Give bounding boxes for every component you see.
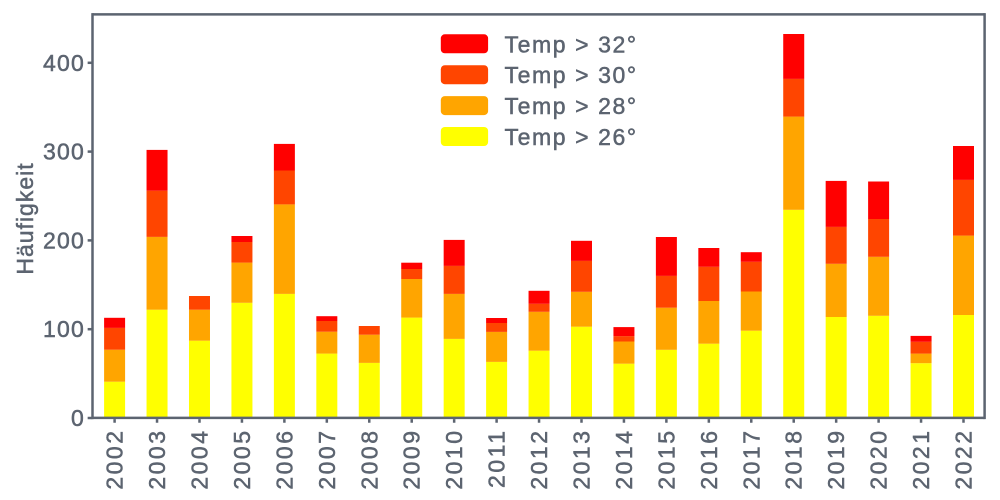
svg-text:2014: 2014 [611,429,637,490]
svg-text:2020: 2020 [866,429,892,490]
svg-text:2002: 2002 [102,429,128,490]
svg-text:Temp > 28°: Temp > 28° [505,93,638,119]
svg-text:2005: 2005 [229,429,255,490]
svg-text:Temp > 30°: Temp > 30° [505,62,638,88]
svg-text:2022: 2022 [951,429,977,490]
svg-text:200: 200 [43,227,85,253]
svg-text:2013: 2013 [569,429,595,490]
svg-text:2016: 2016 [696,429,722,490]
svg-text:2009: 2009 [399,429,425,490]
svg-text:2007: 2007 [314,429,340,490]
svg-text:300: 300 [43,139,85,165]
svg-text:Temp > 32°: Temp > 32° [505,31,638,57]
svg-text:0: 0 [71,405,85,431]
svg-text:2019: 2019 [823,429,849,490]
svg-text:400: 400 [43,50,85,76]
svg-text:2015: 2015 [653,429,679,490]
svg-text:2017: 2017 [738,429,764,490]
svg-text:2010: 2010 [441,429,467,490]
svg-text:2011: 2011 [484,429,510,488]
svg-text:2003: 2003 [144,429,170,490]
svg-text:Häufigkeit: Häufigkeit [12,162,38,274]
svg-text:2018: 2018 [781,429,807,490]
svg-text:Temp > 26°: Temp > 26° [505,124,638,150]
svg-text:2006: 2006 [271,429,297,490]
svg-text:2008: 2008 [356,429,382,490]
svg-text:2004: 2004 [186,429,212,490]
svg-text:2012: 2012 [526,429,552,490]
svg-text:2021: 2021 [908,429,934,490]
svg-text:100: 100 [43,316,85,342]
